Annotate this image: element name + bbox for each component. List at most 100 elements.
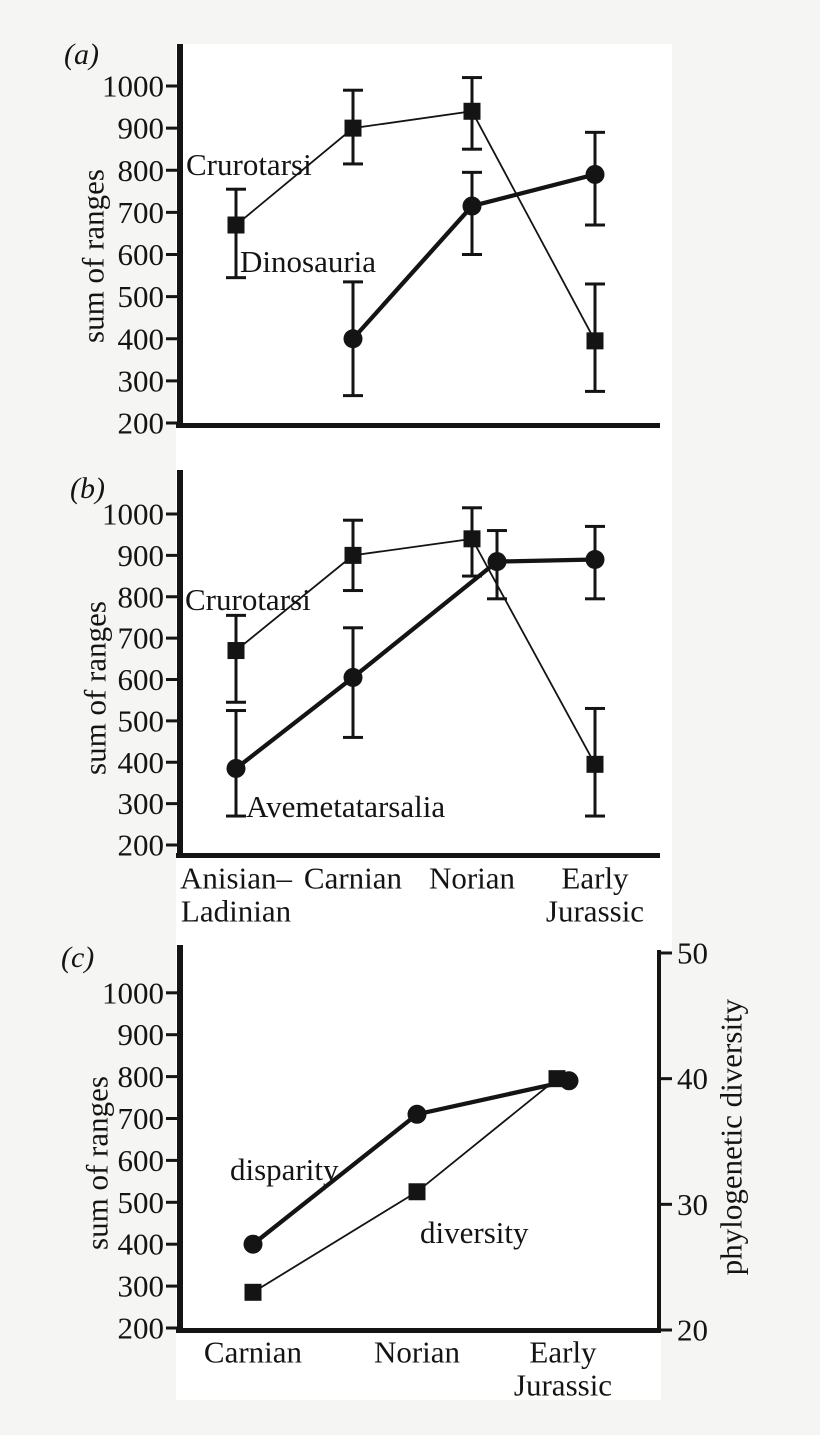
panel-b-series-crurotarsi-marker-1 bbox=[344, 546, 362, 564]
panel-a-series-crurotarsi-errcap-bottom-3 bbox=[585, 389, 605, 393]
panel-c-y2-tick-20 bbox=[661, 1328, 672, 1332]
panel-c-y-tick-600 bbox=[166, 1158, 177, 1162]
panel-c-x-label-1-line-0: Norian bbox=[374, 1335, 461, 1370]
panel-c-y2-tick-30 bbox=[661, 1202, 672, 1206]
panel-c-y2-tick-label-30: 30 bbox=[677, 1187, 708, 1222]
panel-b-y-tick-500 bbox=[166, 719, 177, 723]
panel-a-x-axis bbox=[176, 423, 660, 428]
panel-b-series-avemetatarsalia-errcap-top-0 bbox=[226, 709, 246, 713]
panel-b-y-tick-label-400: 400 bbox=[118, 745, 165, 780]
panel-c-x-axis bbox=[176, 1328, 661, 1333]
panel-a-annotation-dinosauria: Dinosauria bbox=[240, 244, 376, 279]
panel-a-series-dinosauria-marker-1 bbox=[343, 329, 363, 349]
panel-b-series-avemetatarsalia-errcap-bottom-2 bbox=[487, 597, 507, 601]
panel-c-y2-tick-40 bbox=[661, 1077, 672, 1081]
panel-a-y-tick-label-900: 900 bbox=[118, 111, 165, 146]
panel-b-series-crurotarsi-errcap-top-2 bbox=[462, 506, 482, 510]
plot-area-1 bbox=[176, 943, 661, 1400]
panel-b-y-tick-300 bbox=[166, 802, 177, 806]
panel-b-y-tick-label-900: 900 bbox=[118, 538, 165, 573]
panel-a-series-crurotarsi-marker-0 bbox=[227, 216, 245, 234]
panel-c-y-tick-300 bbox=[166, 1284, 177, 1288]
panel-c-y-tick-label-500: 500 bbox=[118, 1185, 165, 1220]
panel-c-y-tick-1000 bbox=[166, 991, 177, 995]
panel-a-series-dinosauria-errcap-top-1 bbox=[343, 280, 363, 284]
panel-a-y-tick-label-400: 400 bbox=[118, 321, 165, 356]
panel-c-y-tick-label-200: 200 bbox=[118, 1311, 165, 1346]
panel-a-series-crurotarsi-errcap-top-0 bbox=[226, 187, 246, 191]
panel-b-annotation-crurotarsi: Crurotarsi bbox=[185, 582, 311, 617]
panel-a-series-crurotarsi-errcap-top-2 bbox=[462, 76, 482, 80]
panel-b-series-avemetatarsalia-errcap-top-3 bbox=[585, 524, 605, 528]
panel-c-y-tick-label-900: 900 bbox=[118, 1017, 165, 1052]
panel-c-y-tick-label-700: 700 bbox=[118, 1101, 165, 1136]
panel-c-y2-axis-title: phylogenetic diversity bbox=[714, 998, 749, 1275]
panel-a-y-tick-500 bbox=[166, 295, 177, 299]
panel-c-series-diversity-marker-1 bbox=[408, 1183, 426, 1201]
panel-b-x-label-1-line-0: Carnian bbox=[304, 861, 403, 896]
panel-a-series-crurotarsi-marker-3 bbox=[586, 332, 604, 350]
panel-a-series-dinosauria-marker-2 bbox=[462, 196, 482, 216]
panel-a-letter: (a) bbox=[64, 38, 99, 71]
panel-c-y2-tick-label-50: 50 bbox=[677, 935, 708, 970]
panel-a-series-dinosauria-errcap-bottom-1 bbox=[343, 394, 363, 398]
panel-b-series-crurotarsi-marker-2 bbox=[463, 530, 481, 548]
panel-c-x-label-2-line-1: Jurassic bbox=[514, 1368, 612, 1403]
panel-b-y-tick-800 bbox=[166, 595, 177, 599]
panel-b-y-tick-1000 bbox=[166, 512, 177, 516]
panel-b-y-tick-label-700: 700 bbox=[118, 621, 165, 656]
panel-c-annotation-diversity: diversity bbox=[420, 1215, 529, 1250]
panel-b-letter: (b) bbox=[70, 472, 105, 505]
panel-a-y-tick-label-500: 500 bbox=[118, 279, 165, 314]
panel-c-y-axis-title: sum of ranges bbox=[80, 1076, 115, 1250]
panel-a-series-crurotarsi-line bbox=[235, 110, 596, 342]
panel-b-x-label-2-line-0: Norian bbox=[429, 861, 516, 896]
panel-b-y-axis-title: sum of ranges bbox=[78, 601, 113, 775]
panel-c-y-tick-500 bbox=[166, 1200, 177, 1204]
panel-b-series-avemetatarsalia-marker-3 bbox=[585, 550, 605, 570]
panel-b-x-label-0-line-1: Ladinian bbox=[181, 894, 292, 929]
panel-b-y-tick-600 bbox=[166, 678, 177, 681]
panel-c-y-tick-700 bbox=[166, 1117, 177, 1120]
panel-b-series-crurotarsi-errcap-bottom-3 bbox=[585, 814, 605, 818]
panel-c-y-tick-label-600: 600 bbox=[118, 1143, 165, 1178]
panel-c-series-disparity-marker-0 bbox=[243, 1234, 263, 1254]
panel-c-y2-axis bbox=[657, 950, 661, 1333]
panel-b-series-crurotarsi-errcap-bottom-0 bbox=[226, 700, 246, 704]
panel-b-annotation-avemetatarsalia: Avemetatarsalia bbox=[246, 789, 445, 824]
panel-b-y-tick-200 bbox=[166, 843, 177, 847]
panel-a-series-dinosauria-marker-3 bbox=[585, 164, 605, 184]
panel-b-series-avemetatarsalia-marker-2 bbox=[487, 552, 507, 572]
panel-a-y-tick-800 bbox=[166, 168, 177, 172]
panel-c-y-tick-400 bbox=[166, 1242, 177, 1246]
panel-c-series-diversity-marker-2 bbox=[548, 1070, 566, 1088]
panel-a-series-dinosauria-errcap-top-3 bbox=[585, 130, 605, 134]
panel-c-annotation-disparity: disparity bbox=[230, 1152, 339, 1187]
panel-a-series-dinosauria-errcap-top-2 bbox=[462, 170, 482, 174]
panel-b-series-crurotarsi-errcap-bottom-2 bbox=[462, 574, 482, 578]
panel-b-x-label-3-line-1: Jurassic bbox=[546, 894, 644, 929]
panel-a-y-axis-title: sum of ranges bbox=[76, 169, 111, 343]
panel-b-x-label-3-line-0: Early bbox=[561, 861, 629, 896]
panel-b-series-avemetatarsalia-errcap-bottom-1 bbox=[343, 735, 363, 739]
panel-a-series-dinosauria-errcap-bottom-2 bbox=[462, 253, 482, 256]
panel-b-series-crurotarsi-errcap-top-1 bbox=[343, 518, 363, 522]
panel-c-y-tick-800 bbox=[166, 1075, 177, 1079]
panel-a-y-axis bbox=[177, 44, 183, 428]
panel-b-y-axis bbox=[177, 470, 183, 858]
panel-a-y-tick-label-700: 700 bbox=[118, 195, 165, 230]
panel-c-y-axis bbox=[177, 945, 183, 1333]
panel-b-y-tick-label-600: 600 bbox=[118, 662, 165, 697]
panel-a-series-crurotarsi-errcap-top-3 bbox=[585, 282, 605, 286]
panel-a-series-crurotarsi-errcap-bottom-1 bbox=[343, 162, 363, 166]
panel-c-letter: (c) bbox=[61, 941, 94, 974]
panel-a-series-crurotarsi-errcap-bottom-0 bbox=[226, 276, 246, 280]
panel-b-series-avemetatarsalia-errcap-bottom-3 bbox=[585, 597, 605, 601]
panel-a-series-dinosauria-errcap-bottom-3 bbox=[585, 223, 605, 227]
panel-c-y-tick-label-1000: 1000 bbox=[102, 975, 164, 1010]
panel-a-y-tick-label-300: 300 bbox=[118, 363, 165, 398]
panel-b-series-avemetatarsalia-line bbox=[234, 557, 596, 771]
panel-c-series-diversity-marker-0 bbox=[244, 1283, 262, 1301]
